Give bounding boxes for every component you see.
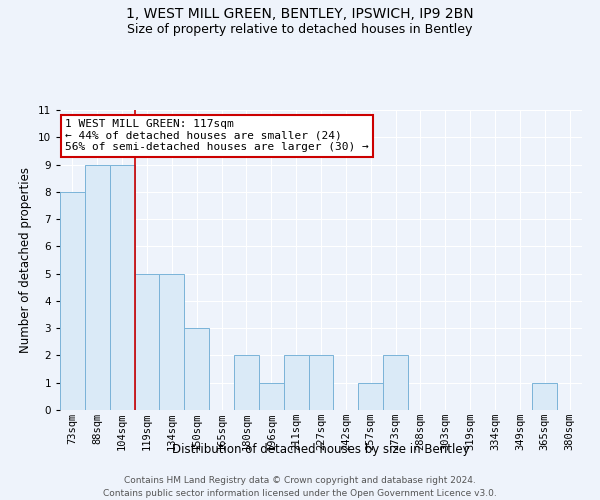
Text: Distribution of detached houses by size in Bentley: Distribution of detached houses by size … xyxy=(172,442,470,456)
Bar xyxy=(85,164,110,410)
Text: 1 WEST MILL GREEN: 117sqm
← 44% of detached houses are smaller (24)
56% of semi-: 1 WEST MILL GREEN: 117sqm ← 44% of detac… xyxy=(65,119,369,152)
Bar xyxy=(60,192,85,410)
Text: 1, WEST MILL GREEN, BENTLEY, IPSWICH, IP9 2BN: 1, WEST MILL GREEN, BENTLEY, IPSWICH, IP… xyxy=(126,8,474,22)
Text: Contains HM Land Registry data © Crown copyright and database right 2024.
Contai: Contains HM Land Registry data © Crown c… xyxy=(103,476,497,498)
Bar xyxy=(184,328,209,410)
Bar xyxy=(234,356,259,410)
Bar xyxy=(160,274,184,410)
Text: Size of property relative to detached houses in Bentley: Size of property relative to detached ho… xyxy=(127,22,473,36)
Bar xyxy=(134,274,160,410)
Bar xyxy=(383,356,408,410)
Y-axis label: Number of detached properties: Number of detached properties xyxy=(19,167,32,353)
Bar xyxy=(259,382,284,410)
Bar xyxy=(358,382,383,410)
Bar xyxy=(284,356,308,410)
Bar xyxy=(110,164,134,410)
Bar xyxy=(308,356,334,410)
Bar xyxy=(532,382,557,410)
